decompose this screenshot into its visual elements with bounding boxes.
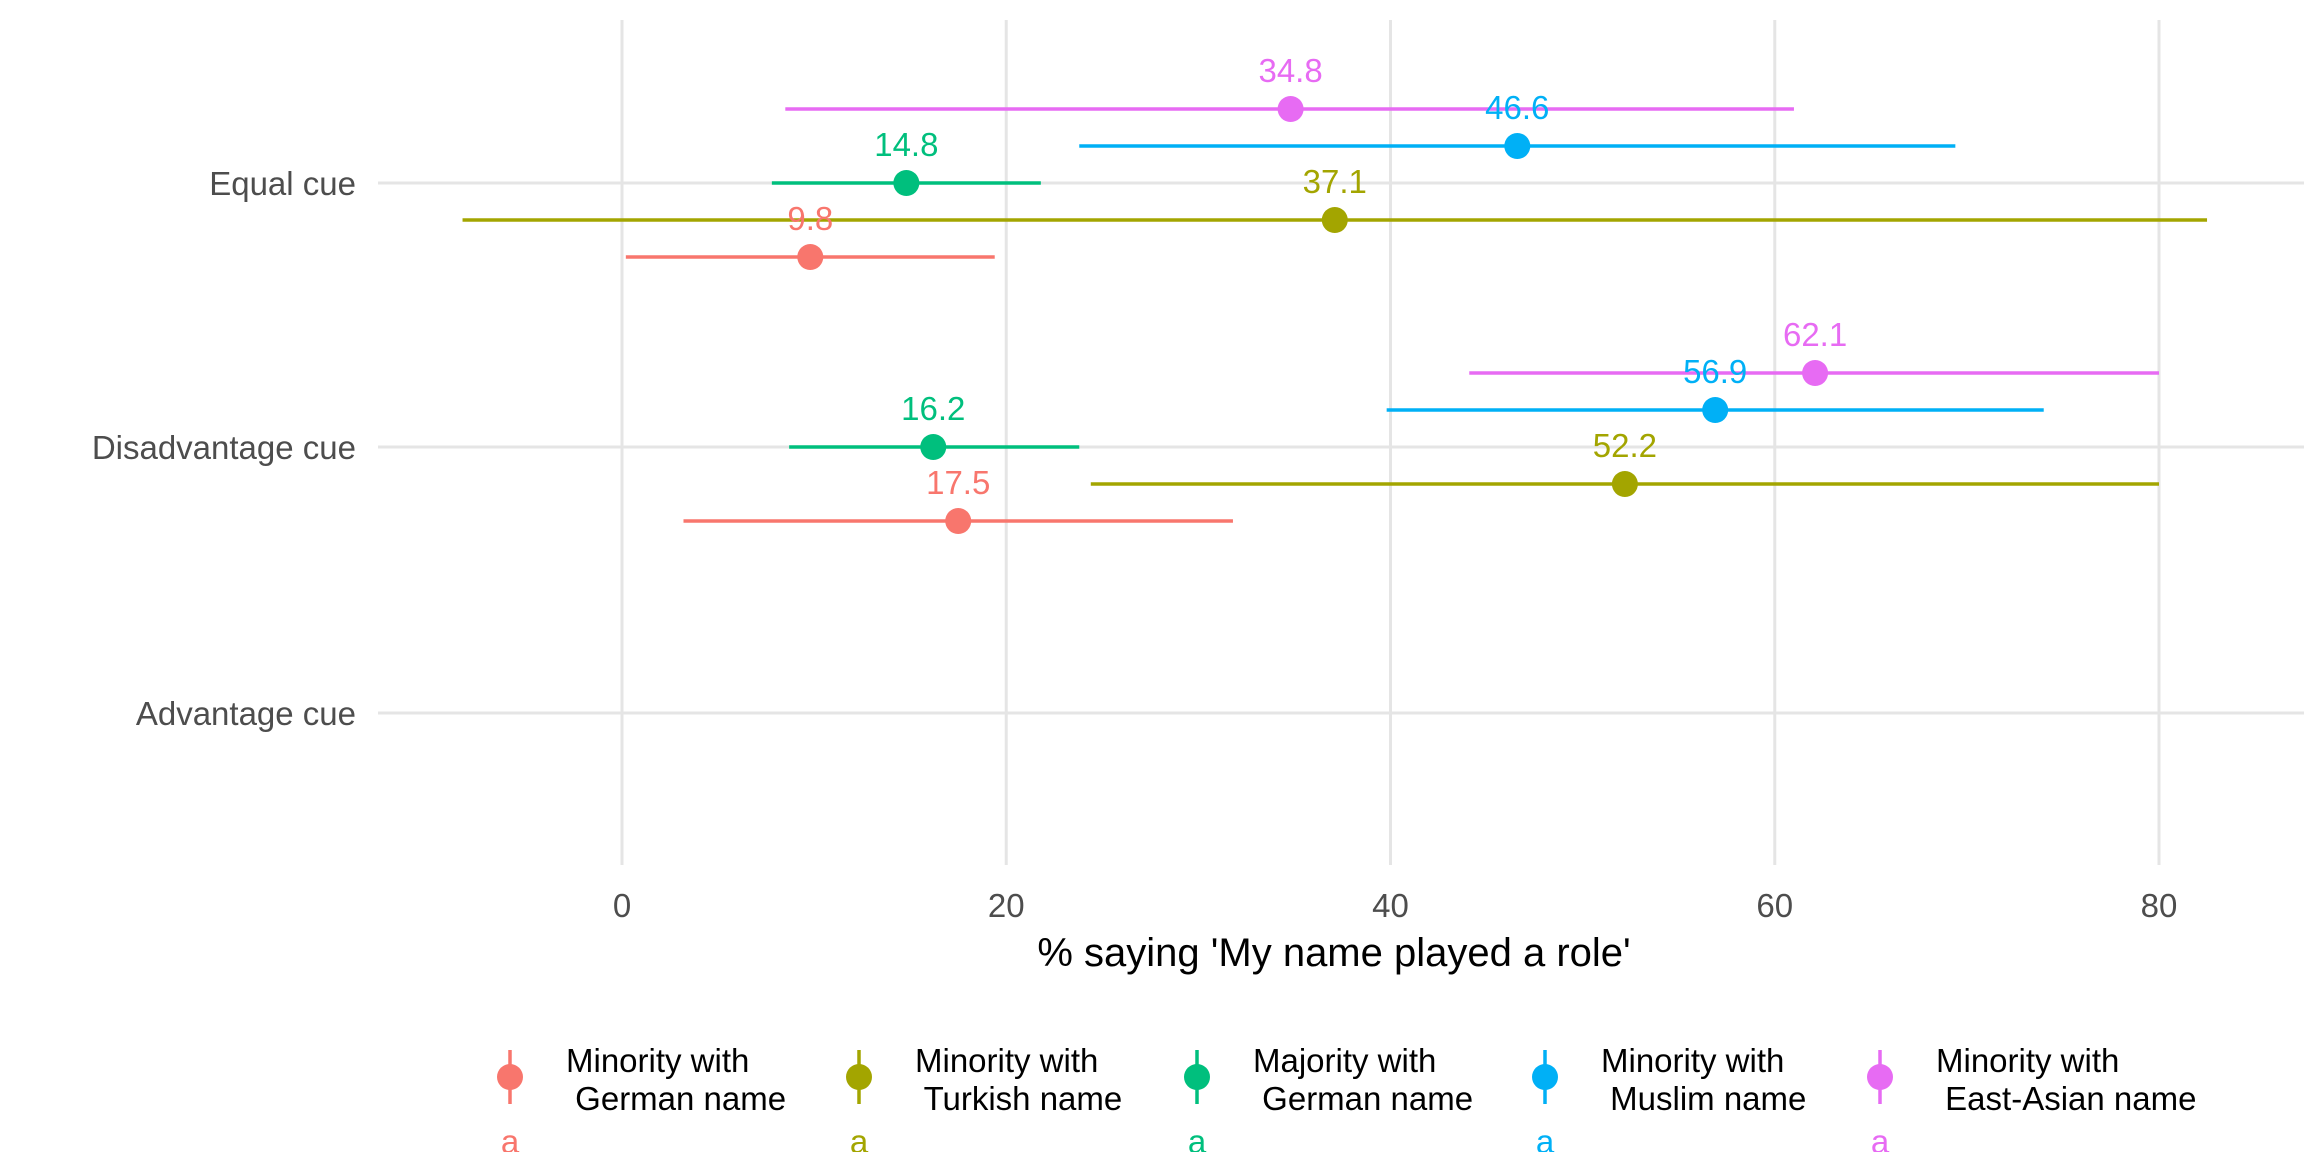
legend-label-4: Minority with East-Asian name bbox=[1936, 1042, 2196, 1117]
point-s0-p0 bbox=[797, 244, 824, 270]
x-tick-label-1: 20 bbox=[988, 887, 1025, 924]
point-s2-p0 bbox=[893, 170, 920, 196]
legend-key-letter-2: a bbox=[1188, 1123, 1207, 1152]
y-tick-labels: Equal cue Disadvantage cue Advantage cue bbox=[92, 165, 356, 732]
y-tick-label-2: Advantage cue bbox=[136, 695, 356, 732]
legend-key-point-4 bbox=[1867, 1064, 1893, 1090]
legend-label-3: Minority with Muslim name bbox=[1601, 1042, 1806, 1117]
y-tick-label-0: Equal cue bbox=[209, 165, 356, 202]
x-tick-label-3: 60 bbox=[1756, 887, 1793, 924]
data-points bbox=[797, 96, 1829, 534]
grid-lines bbox=[378, 20, 2304, 865]
data-label-s0-p1: 17.5 bbox=[926, 464, 990, 501]
data-label-s0-p0: 9.8 bbox=[787, 200, 833, 237]
legend-key-point-0 bbox=[497, 1064, 523, 1090]
legend-key-point-2 bbox=[1184, 1064, 1210, 1090]
x-tick-label-2: 40 bbox=[1372, 887, 1409, 924]
point-s0-p1 bbox=[945, 508, 972, 534]
x-tick-label-4: 80 bbox=[2141, 887, 2178, 924]
data-label-s3-p0: 46.6 bbox=[1485, 89, 1549, 126]
data-label-s1-p1: 52.2 bbox=[1593, 427, 1657, 464]
legend-item-4: Minority with East-Asian name a bbox=[1867, 1042, 2196, 1152]
x-tick-labels: 0 20 40 60 80 bbox=[613, 887, 2178, 924]
point-s2-p1 bbox=[920, 434, 947, 460]
legend-item-0: Minority with German name a bbox=[497, 1042, 786, 1152]
data-label-s1-p0: 37.1 bbox=[1303, 163, 1367, 200]
legend-item-1: Minority with Turkish name a bbox=[846, 1042, 1122, 1152]
legend-key-letter-3: a bbox=[1536, 1123, 1555, 1152]
legend-label-1: Minority with Turkish name bbox=[915, 1042, 1122, 1117]
legend-key-point-3 bbox=[1532, 1064, 1558, 1090]
data-label-s3-p1: 56.9 bbox=[1683, 353, 1747, 390]
point-s3-p1 bbox=[1702, 397, 1729, 423]
y-tick-label-1: Disadvantage cue bbox=[92, 429, 356, 466]
legend-item-2: Majority with German name a bbox=[1184, 1042, 1473, 1152]
data-label-s4-p1: 62.1 bbox=[1783, 316, 1847, 353]
data-label-s4-p0: 34.8 bbox=[1258, 52, 1322, 89]
point-s3-p0 bbox=[1504, 133, 1531, 159]
legend-label-2: Majority with German name bbox=[1253, 1042, 1473, 1117]
legend-item-3: Minority with Muslim name a bbox=[1532, 1042, 1806, 1152]
x-tick-label-0: 0 bbox=[613, 887, 631, 924]
x-axis-title: % saying 'My name played a role' bbox=[1037, 931, 1630, 975]
legend-label-0: Minority with German name bbox=[566, 1042, 786, 1117]
legend-key-letter-1: a bbox=[850, 1123, 869, 1152]
data-label-s2-p1: 16.2 bbox=[901, 390, 965, 427]
point-s1-p0 bbox=[1321, 207, 1348, 233]
legend-key-letter-0: a bbox=[501, 1123, 520, 1152]
data-labels: 9.8 17.5 37.1 52.2 14.8 16.2 46.6 56.9 34.8 62.1 bbox=[787, 52, 1847, 501]
legend-key-point-1 bbox=[846, 1064, 872, 1090]
point-s4-p1 bbox=[1802, 360, 1829, 386]
point-s1-p1 bbox=[1611, 471, 1638, 497]
data-label-s2-p0: 14.8 bbox=[874, 126, 938, 163]
point-s4-p0 bbox=[1277, 96, 1304, 122]
legend-key-letter-4: a bbox=[1871, 1123, 1890, 1152]
